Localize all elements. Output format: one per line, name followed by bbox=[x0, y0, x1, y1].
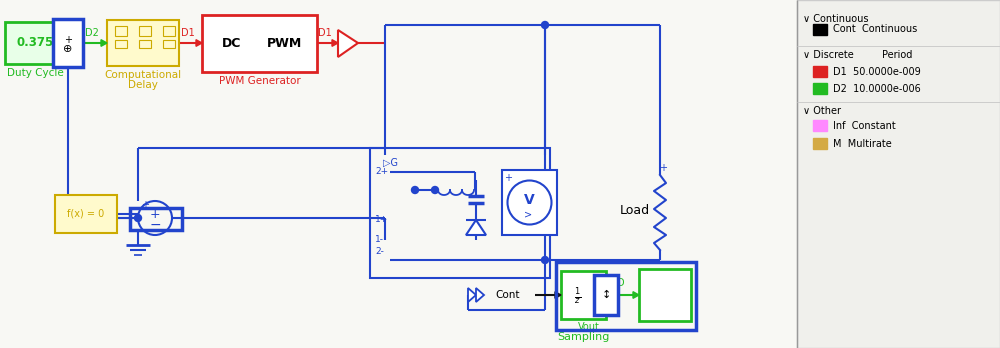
Polygon shape bbox=[332, 40, 338, 46]
Bar bbox=[797, 0, 1000, 348]
Circle shape bbox=[412, 187, 418, 193]
Text: D1: D1 bbox=[318, 28, 332, 38]
Circle shape bbox=[542, 22, 548, 29]
Text: 2+: 2+ bbox=[375, 167, 388, 176]
Bar bbox=[130, 208, 182, 230]
Polygon shape bbox=[196, 40, 202, 46]
Bar bbox=[813, 120, 827, 131]
Bar bbox=[115, 40, 127, 48]
Text: Computational: Computational bbox=[104, 70, 182, 80]
Bar bbox=[813, 138, 827, 149]
Bar bbox=[202, 15, 317, 72]
Text: ∨ Other: ∨ Other bbox=[803, 106, 841, 116]
Bar bbox=[53, 19, 83, 67]
Polygon shape bbox=[476, 288, 484, 302]
Text: 2-: 2- bbox=[375, 247, 384, 256]
Text: PWM: PWM bbox=[266, 37, 302, 50]
Text: −: − bbox=[149, 218, 161, 232]
Text: PWM Generator: PWM Generator bbox=[219, 76, 300, 86]
Circle shape bbox=[134, 214, 142, 221]
Text: Vout: Vout bbox=[578, 322, 599, 332]
Text: ↕: ↕ bbox=[601, 290, 611, 300]
Text: D: D bbox=[617, 278, 625, 288]
Bar bbox=[502, 170, 557, 235]
Polygon shape bbox=[466, 220, 486, 235]
Bar bbox=[107, 20, 179, 66]
Bar bbox=[556, 262, 696, 330]
Text: V: V bbox=[524, 192, 535, 206]
Bar bbox=[594, 275, 618, 315]
Bar bbox=[55, 195, 117, 233]
Text: 0.375: 0.375 bbox=[16, 37, 54, 49]
Text: +: + bbox=[64, 35, 72, 45]
Polygon shape bbox=[633, 292, 639, 298]
Text: $\frac{1}{z}$: $\frac{1}{z}$ bbox=[574, 287, 581, 307]
Text: Sampling: Sampling bbox=[557, 332, 610, 342]
Bar bbox=[0, 0, 797, 348]
Text: >: > bbox=[524, 209, 533, 220]
Polygon shape bbox=[338, 30, 358, 57]
Text: M  Multirate: M Multirate bbox=[833, 139, 892, 149]
Text: Delay: Delay bbox=[128, 80, 158, 90]
Text: Load: Load bbox=[620, 204, 650, 216]
Bar bbox=[813, 83, 827, 94]
Text: +: + bbox=[504, 173, 512, 183]
Circle shape bbox=[542, 256, 548, 263]
Bar bbox=[561, 271, 606, 319]
Bar bbox=[5, 22, 65, 64]
Polygon shape bbox=[101, 40, 107, 46]
Text: DC: DC bbox=[222, 37, 242, 50]
Text: +: + bbox=[150, 207, 160, 221]
Text: f(x) = 0: f(x) = 0 bbox=[67, 209, 105, 219]
Text: ▷G: ▷G bbox=[383, 158, 398, 168]
Bar bbox=[813, 24, 827, 35]
Text: +: + bbox=[659, 163, 667, 173]
Bar bbox=[370, 148, 550, 278]
Text: Duty Cycle: Duty Cycle bbox=[7, 68, 63, 78]
Text: +: + bbox=[141, 200, 149, 210]
Polygon shape bbox=[468, 288, 476, 302]
Text: 1-: 1- bbox=[375, 236, 384, 245]
Bar bbox=[163, 40, 175, 48]
Text: Cont: Cont bbox=[495, 290, 520, 300]
Text: Inf  Constant: Inf Constant bbox=[833, 121, 896, 131]
Text: Cont  Continuous: Cont Continuous bbox=[833, 24, 917, 34]
Text: D2: D2 bbox=[85, 28, 99, 38]
Bar bbox=[163, 26, 175, 36]
Bar bbox=[115, 26, 127, 36]
Text: 1+: 1+ bbox=[375, 215, 388, 224]
Bar bbox=[139, 40, 151, 48]
Text: ⊕: ⊕ bbox=[63, 44, 73, 54]
Bar bbox=[639, 269, 691, 321]
Text: D2  10.0000e-006: D2 10.0000e-006 bbox=[833, 84, 921, 94]
Text: ∨ Continuous: ∨ Continuous bbox=[803, 14, 868, 24]
Bar bbox=[813, 66, 827, 77]
Polygon shape bbox=[555, 292, 561, 298]
Text: ∨ Discrete: ∨ Discrete bbox=[803, 50, 854, 60]
Text: D1: D1 bbox=[181, 28, 195, 38]
Text: Period: Period bbox=[882, 50, 912, 60]
Circle shape bbox=[432, 187, 438, 193]
Bar bbox=[139, 26, 151, 36]
Text: D1  50.0000e-009: D1 50.0000e-009 bbox=[833, 67, 921, 77]
